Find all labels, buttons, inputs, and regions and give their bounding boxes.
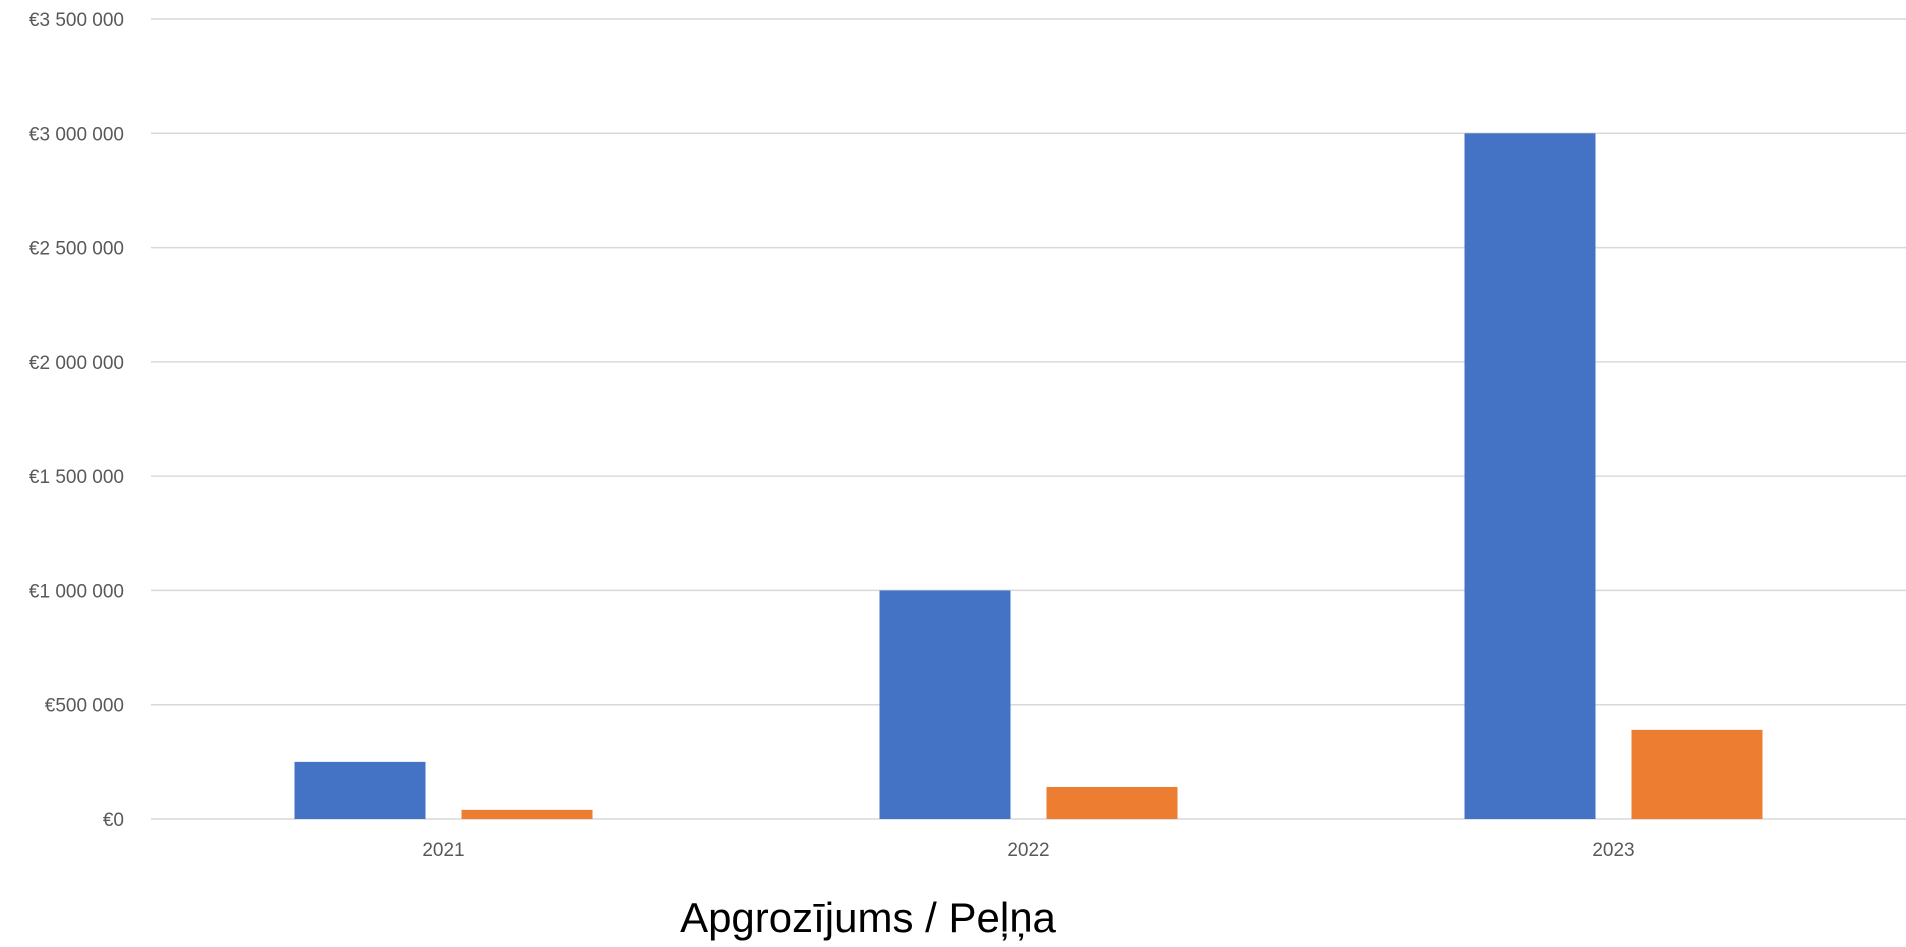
bar-series-2-2023 [1631, 729, 1763, 819]
y-tick-label: €2 500 000 [29, 239, 124, 260]
bar-series-1-2021 [294, 761, 426, 819]
x-category-label: 2022 [1007, 840, 1049, 861]
chart-title: Apgrozījums / Peļņa [680, 894, 1056, 941]
y-axis-tick-labels: €0 €500 000 €1 000 000 €1 500 000 €2 000 000… [29, 10, 124, 831]
y-tick-label: €0 [103, 810, 124, 831]
y-tick-label: €3 000 000 [29, 124, 124, 145]
y-tick-label: €1 000 000 [29, 581, 124, 602]
x-category-label: 2021 [422, 840, 464, 861]
y-tick-label: €2 000 000 [29, 353, 124, 374]
bar-series-1-2023 [1464, 133, 1596, 820]
x-axis-category-labels: 2021 2022 2023 [422, 840, 1634, 861]
bar-series-1-2022 [879, 590, 1011, 819]
bars [294, 133, 1763, 820]
bar-series-2-2022 [1046, 787, 1178, 819]
x-category-label: 2023 [1592, 840, 1634, 861]
bar-series-2-2021 [461, 809, 593, 819]
y-tick-label: €3 500 000 [29, 10, 124, 31]
gridlines [151, 18, 1906, 820]
y-tick-label: €500 000 [45, 696, 124, 717]
y-tick-label: €1 500 000 [29, 467, 124, 488]
